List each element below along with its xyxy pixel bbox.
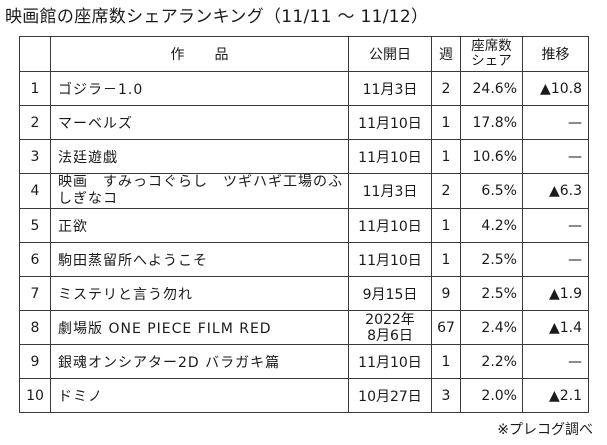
seat-share-cell: 2.5% (460, 242, 523, 277)
title-cell: 映画 すみっコぐらし ツギハギ工場のふしぎなコ (50, 173, 349, 209)
trend-cell: — (522, 344, 589, 379)
ranking-table: 作品 公開日 週 座席数 シェア 推移 1 ゴジラ－1.0 11月3日 2 24… (19, 36, 589, 413)
table-row: 3 法廷遊戯 11月10日 1 10.6% — (19, 139, 589, 174)
rank-cell: 10 (19, 378, 51, 413)
week-cell: 1 (431, 208, 461, 243)
week-cell: 1 (431, 242, 461, 277)
header-title: 作品 (50, 36, 349, 72)
release-date-cell: 11月10日 (348, 105, 432, 140)
header-trend: 推移 (522, 36, 589, 72)
rank-cell: 9 (19, 344, 51, 379)
trend-cell: ▲1.4 (522, 310, 589, 345)
header-rank (19, 36, 51, 72)
title-cell: 銀魂オンシアター2D バラガキ篇 (50, 344, 349, 379)
title-cell: マーベルズ (50, 105, 349, 140)
rank-cell: 8 (19, 310, 51, 345)
header-week: 週 (431, 36, 461, 72)
rank-cell: 2 (19, 105, 51, 140)
title-cell: ゴジラ－1.0 (50, 71, 349, 106)
title-cell: 劇場版 ONE PIECE FILM RED (50, 310, 349, 345)
trend-cell: ▲10.8 (522, 71, 589, 106)
table-row: 1 ゴジラ－1.0 11月3日 2 24.6% ▲10.8 (19, 71, 589, 106)
release-date-cell: 9月15日 (348, 276, 432, 311)
rank-cell: 1 (19, 71, 51, 106)
table-header-row: 作品 公開日 週 座席数 シェア 推移 (19, 36, 589, 72)
release-date-line1: 2022年 (365, 311, 415, 328)
trend-cell: ▲1.9 (522, 276, 589, 311)
table-row: 10 ドミノ 10月27日 3 2.0% ▲2.1 (19, 378, 589, 413)
trend-cell: ▲2.1 (522, 378, 589, 413)
header-seat-share-line2: シェア (471, 53, 512, 69)
seat-share-cell: 10.6% (460, 139, 523, 174)
table-row: 6 駒田蒸留所へようこそ 11月10日 1 2.5% — (19, 242, 589, 277)
week-cell: 67 (431, 310, 461, 345)
trend-cell: — (522, 139, 589, 174)
title-cell: 法廷遊戯 (50, 139, 349, 174)
release-date-cell: 10月27日 (348, 378, 432, 413)
table-row: 7 ミステリと言う勿れ 9月15日 9 2.5% ▲1.9 (19, 276, 589, 311)
week-cell: 1 (431, 105, 461, 140)
seat-share-cell: 2.4% (460, 310, 523, 345)
week-cell: 1 (431, 344, 461, 379)
rank-cell: 6 (19, 242, 51, 277)
seat-share-cell: 2.2% (460, 344, 523, 379)
seat-share-cell: 6.5% (460, 173, 523, 209)
rank-cell: 4 (19, 173, 51, 209)
title-cell: ミステリと言う勿れ (50, 276, 349, 311)
table-row: 8 劇場版 ONE PIECE FILM RED 2022年 8月6日 67 2… (19, 310, 589, 345)
title-cell: 駒田蒸留所へようこそ (50, 242, 349, 277)
rank-cell: 3 (19, 139, 51, 174)
release-date-cell: 11月10日 (348, 344, 432, 379)
page-title: 映画館の座席数シェアランキング（11/11 ～ 11/12） (5, 7, 429, 27)
table-row: 4 映画 すみっコぐらし ツギハギ工場のふしぎなコ 11月3日 2 6.5% ▲… (19, 173, 589, 209)
release-date-line2: 8月6日 (367, 327, 413, 344)
rank-cell: 7 (19, 276, 51, 311)
title-cell: ドミノ (50, 378, 349, 413)
trend-cell: — (522, 242, 589, 277)
header-seat-share-line1: 座席数 (471, 38, 512, 54)
week-cell: 2 (431, 173, 461, 209)
header-seat-share: 座席数 シェア (460, 36, 523, 72)
release-date-cell: 2022年 8月6日 (348, 310, 432, 345)
week-cell: 9 (431, 276, 461, 311)
table-row: 2 マーベルズ 11月10日 1 17.8% — (19, 105, 589, 140)
seat-share-cell: 24.6% (460, 71, 523, 106)
seat-share-cell: 17.8% (460, 105, 523, 140)
release-date-cell: 11月3日 (348, 71, 432, 106)
release-date-cell: 11月10日 (348, 139, 432, 174)
seat-share-cell: 2.0% (460, 378, 523, 413)
table-row: 5 正欲 11月10日 1 4.2% — (19, 208, 589, 243)
table-row: 9 銀魂オンシアター2D バラガキ篇 11月10日 1 2.2% — (19, 344, 589, 379)
seat-share-cell: 4.2% (460, 208, 523, 243)
trend-cell: ▲6.3 (522, 173, 589, 209)
title-cell: 正欲 (50, 208, 349, 243)
header-release-date: 公開日 (348, 36, 432, 72)
seat-share-cell: 2.5% (460, 276, 523, 311)
week-cell: 3 (431, 378, 461, 413)
release-date-cell: 11月10日 (348, 242, 432, 277)
source-footnote: ※プレコグ調べ (497, 422, 593, 438)
week-cell: 1 (431, 139, 461, 174)
release-date-cell: 11月10日 (348, 208, 432, 243)
rank-cell: 5 (19, 208, 51, 243)
trend-cell: — (522, 208, 589, 243)
week-cell: 2 (431, 71, 461, 106)
trend-cell: — (522, 105, 589, 140)
release-date-cell: 11月3日 (348, 173, 432, 209)
